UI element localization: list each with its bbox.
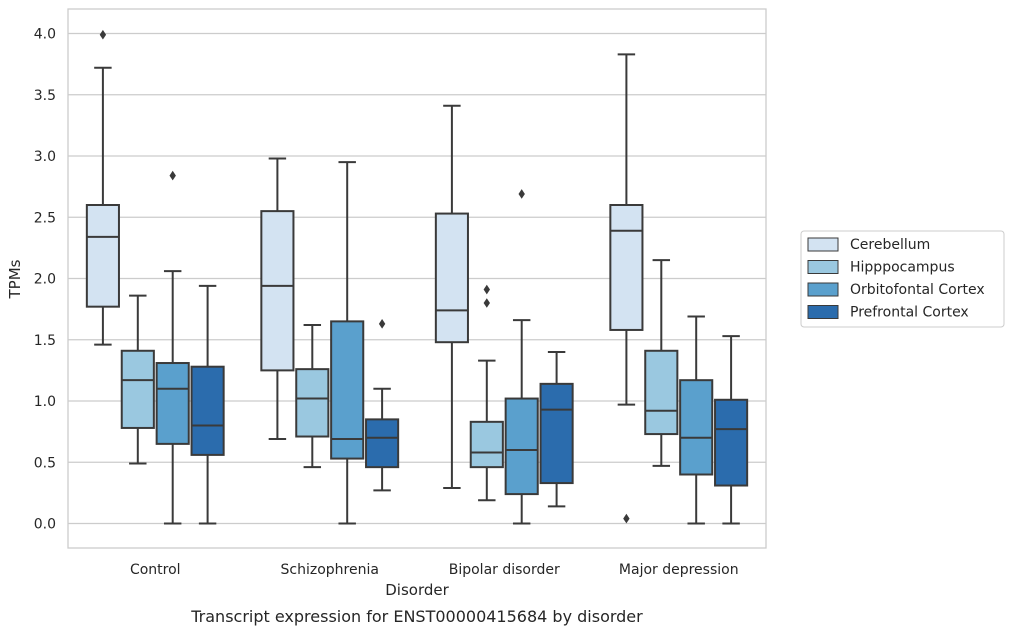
outlier-point [483, 298, 490, 308]
box-group [469, 284, 504, 502]
box-iqr [469, 420, 504, 469]
outlier-point [378, 319, 386, 329]
y-tick-label: 2.5 [34, 210, 56, 226]
box-groups [85, 29, 749, 525]
box-group [609, 53, 644, 524]
box-group [85, 29, 120, 346]
x-axis-label: Disorder [385, 581, 449, 599]
box-group [679, 315, 714, 525]
box-group [260, 157, 295, 440]
box-iqr [295, 368, 330, 438]
box-group [120, 294, 155, 465]
box-group [365, 319, 400, 492]
box-iqr [155, 362, 190, 445]
box-iqr [714, 398, 749, 487]
box-group [330, 161, 365, 525]
y-tick-label: 1.0 [34, 394, 56, 410]
legend-label: Hipppocampus [850, 260, 955, 276]
box-iqr [120, 349, 155, 429]
x-tick-label: Schizophrenia [281, 562, 379, 578]
x-tick-labels: Control Schizophrenia Bipolar disorder Majo… [130, 562, 739, 578]
outlier-point [518, 189, 525, 199]
box-iqr [679, 379, 714, 476]
plot-frame [67, 8, 767, 549]
box-group [295, 324, 330, 469]
outlier-point [99, 29, 107, 40]
outlier-point [483, 284, 490, 295]
box-iqr [260, 210, 295, 372]
box-group [714, 335, 749, 525]
box-iqr [190, 365, 225, 456]
x-tick-label: Bipolar disorder [449, 562, 560, 578]
y-axis-label: TPMs [6, 259, 24, 299]
box-iqr [539, 382, 574, 485]
legend-label: Cerebellum [850, 237, 930, 253]
y-tick-label: 3.5 [34, 88, 56, 104]
box-group [434, 104, 469, 489]
x-tick-label: Control [130, 562, 181, 578]
box-group [504, 189, 539, 525]
outlier-point [169, 170, 176, 181]
legend-label: Orbitofontal Cortex [850, 282, 985, 298]
y-tick-labels: 0.0 0.5 1.0 1.5 2.0 2.5 3.0 3.5 4.0 [34, 27, 56, 533]
legend-frame [800, 230, 1005, 328]
y-tick-label: 1.5 [34, 333, 56, 349]
box-iqr [365, 418, 400, 469]
legend-swatch [807, 260, 839, 274]
box-iqr [644, 349, 679, 436]
legend-swatch [807, 282, 839, 297]
box-iqr [434, 212, 469, 344]
box-iqr [85, 204, 120, 308]
box-group [539, 351, 574, 508]
box-group [190, 284, 225, 525]
box-iqr [609, 204, 644, 331]
legend-label: Prefrontal Cortex [850, 305, 969, 321]
y-tick-label: 0.0 [34, 517, 56, 533]
legend-swatch [807, 237, 839, 252]
legend-swatch [807, 305, 839, 319]
box-group [155, 170, 190, 525]
chart-caption: Transcript expression for ENST0000041568… [190, 607, 643, 626]
legend: Cerebellum Hipppocampus Orbitofontal Corte… [800, 230, 1005, 328]
box-iqr [504, 397, 539, 496]
box-group [644, 259, 679, 467]
y-tick-label: 2.0 [34, 272, 56, 288]
y-tick-label: 4.0 [34, 27, 56, 43]
box-iqr [330, 320, 365, 460]
y-tick-label: 0.5 [34, 455, 56, 471]
x-tick-label: Major depression [619, 562, 739, 578]
outlier-point [623, 513, 630, 524]
y-tick-label: 3.0 [34, 149, 56, 165]
